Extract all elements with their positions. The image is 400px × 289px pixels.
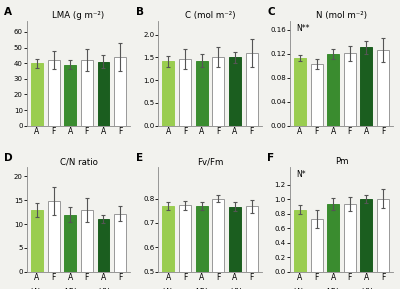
Title: LMA (g m⁻²): LMA (g m⁻²) [52,11,105,20]
Text: MN: MN [327,288,339,289]
Bar [81,210,93,272]
Text: N**: N** [296,24,310,33]
Bar [98,62,110,126]
Bar [114,214,126,272]
Text: HN: HN [230,288,242,289]
Bar [162,206,174,289]
Bar [229,58,241,126]
Bar [48,201,60,272]
Bar [48,60,60,126]
Bar [98,219,110,272]
Title: C (mol m⁻²): C (mol m⁻²) [185,11,235,20]
Text: N*: N* [296,170,306,179]
Bar [327,54,339,126]
Text: B: B [136,7,144,17]
Text: LN: LN [162,288,172,289]
Text: MN: MN [64,288,76,289]
Bar [344,204,356,272]
Bar [31,210,43,272]
Bar [31,63,43,126]
Bar [114,57,126,126]
Bar [179,59,191,126]
Bar [294,210,306,272]
Bar [377,199,389,272]
Bar [327,204,339,272]
Bar [162,61,174,126]
Title: N (mol m⁻²): N (mol m⁻²) [316,11,367,20]
Bar [294,58,306,126]
Bar [229,207,241,289]
Text: F: F [267,153,274,163]
Title: Fv/Fm: Fv/Fm [197,157,223,166]
Bar [196,61,208,126]
Bar [64,214,76,272]
Bar [81,60,93,126]
Bar [360,47,372,126]
Bar [310,219,322,272]
Bar [246,53,258,126]
Bar [179,205,191,289]
Title: Pm: Pm [335,157,348,166]
Bar [212,57,224,126]
Bar [344,53,356,126]
Text: A: A [4,7,12,17]
Bar [360,199,372,272]
Text: HN: HN [362,288,373,289]
Bar [377,50,389,126]
Title: C/N ratio: C/N ratio [60,157,98,166]
Text: HN: HN [98,288,110,289]
Bar [246,206,258,289]
Bar [212,199,224,289]
Bar [64,65,76,126]
Text: LN: LN [294,288,304,289]
Bar [310,64,322,126]
Bar [196,206,208,289]
Text: C: C [267,7,275,17]
Text: MN: MN [195,288,208,289]
Text: LN: LN [30,288,40,289]
Text: D: D [4,153,13,163]
Text: E: E [136,153,143,163]
